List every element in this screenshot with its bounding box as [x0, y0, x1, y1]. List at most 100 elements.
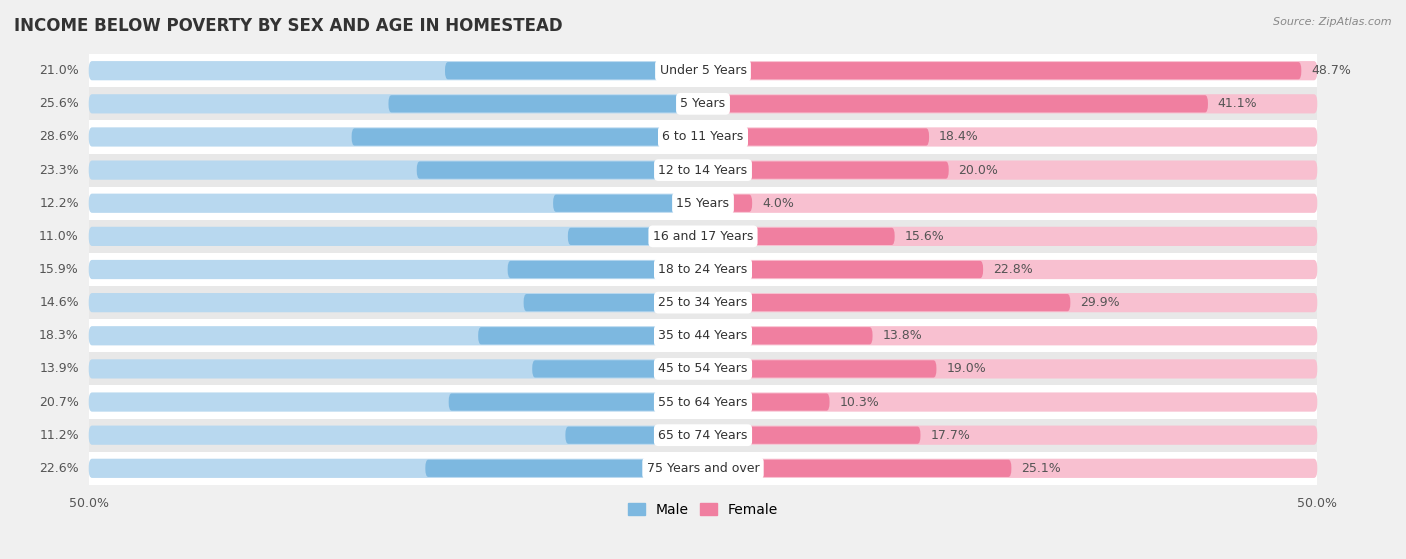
Text: 22.8%: 22.8% — [993, 263, 1032, 276]
Text: 12.2%: 12.2% — [39, 197, 79, 210]
FancyBboxPatch shape — [703, 95, 1208, 112]
Text: 4.0%: 4.0% — [762, 197, 794, 210]
FancyBboxPatch shape — [703, 162, 949, 179]
Text: 28.6%: 28.6% — [39, 130, 79, 144]
Bar — [89, 386, 1317, 419]
Text: 20.0%: 20.0% — [959, 164, 998, 177]
Text: 25.6%: 25.6% — [39, 97, 79, 110]
FancyBboxPatch shape — [449, 394, 703, 411]
FancyBboxPatch shape — [703, 326, 1317, 345]
Bar — [89, 120, 1317, 154]
Text: 22.6%: 22.6% — [39, 462, 79, 475]
Text: 55 to 64 Years: 55 to 64 Years — [658, 396, 748, 409]
FancyBboxPatch shape — [508, 261, 703, 278]
FancyBboxPatch shape — [703, 459, 1317, 478]
FancyBboxPatch shape — [703, 293, 1317, 312]
FancyBboxPatch shape — [703, 129, 929, 145]
FancyBboxPatch shape — [89, 193, 703, 213]
FancyBboxPatch shape — [703, 361, 936, 377]
Text: 23.3%: 23.3% — [39, 164, 79, 177]
Text: 16 and 17 Years: 16 and 17 Years — [652, 230, 754, 243]
FancyBboxPatch shape — [703, 160, 1317, 179]
Text: 11.2%: 11.2% — [39, 429, 79, 442]
FancyBboxPatch shape — [416, 162, 703, 179]
Text: INCOME BELOW POVERTY BY SEX AND AGE IN HOMESTEAD: INCOME BELOW POVERTY BY SEX AND AGE IN H… — [14, 17, 562, 35]
FancyBboxPatch shape — [89, 94, 703, 113]
Bar — [89, 319, 1317, 352]
FancyBboxPatch shape — [703, 193, 1317, 213]
FancyBboxPatch shape — [446, 62, 703, 79]
Text: 45 to 54 Years: 45 to 54 Years — [658, 362, 748, 376]
Text: Under 5 Years: Under 5 Years — [659, 64, 747, 77]
Bar — [89, 452, 1317, 485]
FancyBboxPatch shape — [89, 227, 703, 246]
FancyBboxPatch shape — [89, 459, 703, 478]
FancyBboxPatch shape — [565, 427, 703, 444]
FancyBboxPatch shape — [703, 228, 894, 245]
Text: 6 to 11 Years: 6 to 11 Years — [662, 130, 744, 144]
Text: 65 to 74 Years: 65 to 74 Years — [658, 429, 748, 442]
FancyBboxPatch shape — [703, 394, 830, 411]
Bar — [89, 419, 1317, 452]
Bar — [89, 187, 1317, 220]
FancyBboxPatch shape — [703, 359, 1317, 378]
Text: 18.3%: 18.3% — [39, 329, 79, 342]
FancyBboxPatch shape — [703, 62, 1302, 79]
Text: Source: ZipAtlas.com: Source: ZipAtlas.com — [1274, 17, 1392, 27]
FancyBboxPatch shape — [703, 392, 1317, 411]
FancyBboxPatch shape — [568, 228, 703, 245]
Text: 15.9%: 15.9% — [39, 263, 79, 276]
Bar — [89, 286, 1317, 319]
Bar — [89, 253, 1317, 286]
Text: 21.0%: 21.0% — [39, 64, 79, 77]
FancyBboxPatch shape — [703, 227, 1317, 246]
FancyBboxPatch shape — [703, 127, 1317, 146]
FancyBboxPatch shape — [703, 195, 752, 212]
Text: 29.9%: 29.9% — [1080, 296, 1119, 309]
FancyBboxPatch shape — [533, 361, 703, 377]
Legend: Male, Female: Male, Female — [623, 497, 783, 522]
Text: 13.9%: 13.9% — [39, 362, 79, 376]
Text: 12 to 14 Years: 12 to 14 Years — [658, 164, 748, 177]
FancyBboxPatch shape — [703, 459, 1011, 477]
FancyBboxPatch shape — [89, 61, 703, 80]
Text: 5 Years: 5 Years — [681, 97, 725, 110]
Text: 18.4%: 18.4% — [939, 130, 979, 144]
Text: 25.1%: 25.1% — [1021, 462, 1062, 475]
FancyBboxPatch shape — [703, 94, 1317, 113]
FancyBboxPatch shape — [352, 129, 703, 145]
Text: 17.7%: 17.7% — [931, 429, 970, 442]
FancyBboxPatch shape — [703, 260, 1317, 279]
Text: 15.6%: 15.6% — [904, 230, 945, 243]
Text: 15 Years: 15 Years — [676, 197, 730, 210]
FancyBboxPatch shape — [89, 260, 703, 279]
Bar — [89, 87, 1317, 120]
Text: 14.6%: 14.6% — [39, 296, 79, 309]
Bar — [89, 220, 1317, 253]
FancyBboxPatch shape — [553, 195, 703, 212]
Text: 20.7%: 20.7% — [39, 396, 79, 409]
Text: 11.0%: 11.0% — [39, 230, 79, 243]
Text: 41.1%: 41.1% — [1218, 97, 1257, 110]
FancyBboxPatch shape — [478, 327, 703, 344]
Text: 18 to 24 Years: 18 to 24 Years — [658, 263, 748, 276]
FancyBboxPatch shape — [523, 294, 703, 311]
Text: 10.3%: 10.3% — [839, 396, 879, 409]
FancyBboxPatch shape — [703, 61, 1317, 80]
Bar — [89, 352, 1317, 386]
Text: 19.0%: 19.0% — [946, 362, 986, 376]
FancyBboxPatch shape — [703, 327, 873, 344]
FancyBboxPatch shape — [89, 160, 703, 179]
FancyBboxPatch shape — [89, 392, 703, 411]
Text: 35 to 44 Years: 35 to 44 Years — [658, 329, 748, 342]
Bar — [89, 54, 1317, 87]
FancyBboxPatch shape — [703, 427, 921, 444]
FancyBboxPatch shape — [703, 425, 1317, 445]
FancyBboxPatch shape — [703, 261, 983, 278]
Text: 75 Years and over: 75 Years and over — [647, 462, 759, 475]
FancyBboxPatch shape — [89, 326, 703, 345]
FancyBboxPatch shape — [89, 425, 703, 445]
FancyBboxPatch shape — [89, 127, 703, 146]
Text: 25 to 34 Years: 25 to 34 Years — [658, 296, 748, 309]
FancyBboxPatch shape — [89, 359, 703, 378]
